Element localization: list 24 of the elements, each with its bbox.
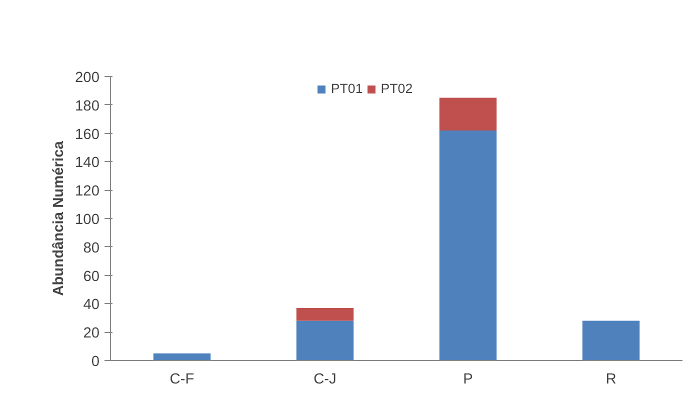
y-tick-label: 140: [75, 155, 100, 172]
bar: [582, 320, 640, 360]
bar: [296, 320, 354, 360]
x-tick-label: P: [463, 372, 473, 388]
y-tick-label: 200: [75, 70, 100, 86]
y-tick-label: 180: [75, 98, 100, 114]
y-tick-label: 40: [83, 297, 100, 314]
x-tick-label: C-F: [170, 372, 194, 388]
y-tick-label: 20: [83, 326, 100, 342]
y-tick-label: 0: [91, 354, 100, 370]
bar: [439, 98, 497, 130]
y-tick-label: 80: [83, 240, 100, 256]
legend-label: PT02: [380, 81, 413, 96]
bar: [296, 308, 354, 321]
y-tick-label: 100: [75, 212, 100, 228]
y-tick-label: 120: [75, 184, 100, 200]
x-tick-label: C-J: [314, 372, 336, 388]
y-tick-label: 60: [83, 268, 100, 285]
bar: [439, 130, 497, 360]
y-axis-title: Abundância Numérica: [51, 140, 68, 296]
y-tick-label: 160: [75, 126, 100, 143]
bar: [153, 353, 211, 360]
legend-label: PT01: [330, 81, 363, 96]
x-tick-label: R: [606, 372, 616, 388]
